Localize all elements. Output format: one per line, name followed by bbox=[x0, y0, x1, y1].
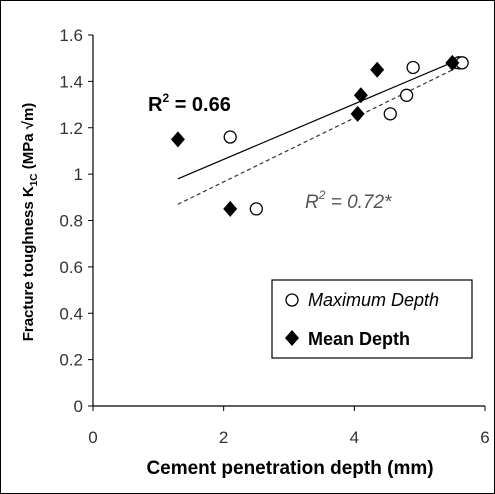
y-tick-label: 1.4 bbox=[59, 72, 83, 91]
x-tick-label: 6 bbox=[480, 428, 489, 447]
y-tick-label: 0.8 bbox=[59, 212, 83, 231]
point-mean-depth bbox=[170, 131, 185, 148]
y-axis-title: Fracture toughness K1C (MPa √m) bbox=[20, 103, 40, 342]
x-tick-label: 4 bbox=[350, 428, 359, 447]
r2-max-prefix: R bbox=[305, 192, 319, 213]
x-tick-label: 0 bbox=[88, 428, 97, 447]
legend-label-mean-depth: Mean Depth bbox=[308, 329, 410, 349]
y-tick-label: 1.6 bbox=[59, 26, 83, 45]
y-axis-title-main: Fracture toughness K bbox=[20, 186, 37, 341]
r2-max-value: = 0.72* bbox=[325, 192, 392, 213]
r2-mean-value: = 0.66 bbox=[169, 94, 231, 116]
axes: 0 0.2 0.4 0.6 0.8 1 1.2 1.4 1.6 0 2 4 6 bbox=[59, 26, 489, 447]
legend-box bbox=[271, 279, 473, 359]
point-maximum-depth bbox=[383, 107, 397, 121]
y-tick-label: 0 bbox=[74, 397, 83, 416]
r2-annotation-mean: R2 = 0.66 bbox=[148, 91, 231, 116]
legend-marker-mean-depth bbox=[285, 330, 299, 346]
point-mean-depth bbox=[223, 200, 238, 217]
point-mean-depth bbox=[350, 105, 365, 122]
point-maximum-depth bbox=[249, 202, 263, 216]
x-axis-title: Cement penetration depth (mm) bbox=[146, 458, 433, 479]
point-maximum-depth bbox=[399, 88, 414, 102]
legend-label-maximum-depth: Maximum Depth bbox=[308, 290, 439, 310]
y-axis-title-sub: 1C bbox=[29, 173, 40, 186]
legend-marker-maximum-depth bbox=[285, 293, 299, 307]
point-mean-depth bbox=[353, 87, 368, 104]
y-tick-label: 0.2 bbox=[59, 351, 83, 370]
fit-lines bbox=[177, 57, 463, 205]
fit-line-maximum-depth bbox=[177, 64, 463, 205]
r2-mean-prefix: R bbox=[148, 94, 163, 116]
r2-mean-exp: 2 bbox=[162, 91, 169, 105]
point-maximum-depth bbox=[223, 130, 237, 144]
legend: Maximum Depth Mean Depth bbox=[271, 279, 473, 359]
r2-annotation-max: R2 = 0.72* bbox=[305, 188, 392, 213]
point-mean-depth bbox=[445, 54, 460, 71]
point-maximum-depth bbox=[406, 60, 420, 75]
y-tick-label: 1 bbox=[74, 165, 83, 184]
y-tick-label: 0.6 bbox=[59, 258, 83, 277]
y-tick-label: 1.2 bbox=[59, 119, 83, 138]
r2-max-exp: 2 bbox=[318, 188, 326, 202]
point-mean-depth bbox=[370, 61, 385, 78]
x-tick-label: 2 bbox=[219, 428, 228, 447]
fit-line-mean-depth bbox=[177, 57, 463, 180]
y-tick-label: 0.4 bbox=[59, 304, 83, 323]
y-axis-title-unit: (MPa √m) bbox=[20, 103, 37, 170]
data-points bbox=[170, 54, 469, 217]
